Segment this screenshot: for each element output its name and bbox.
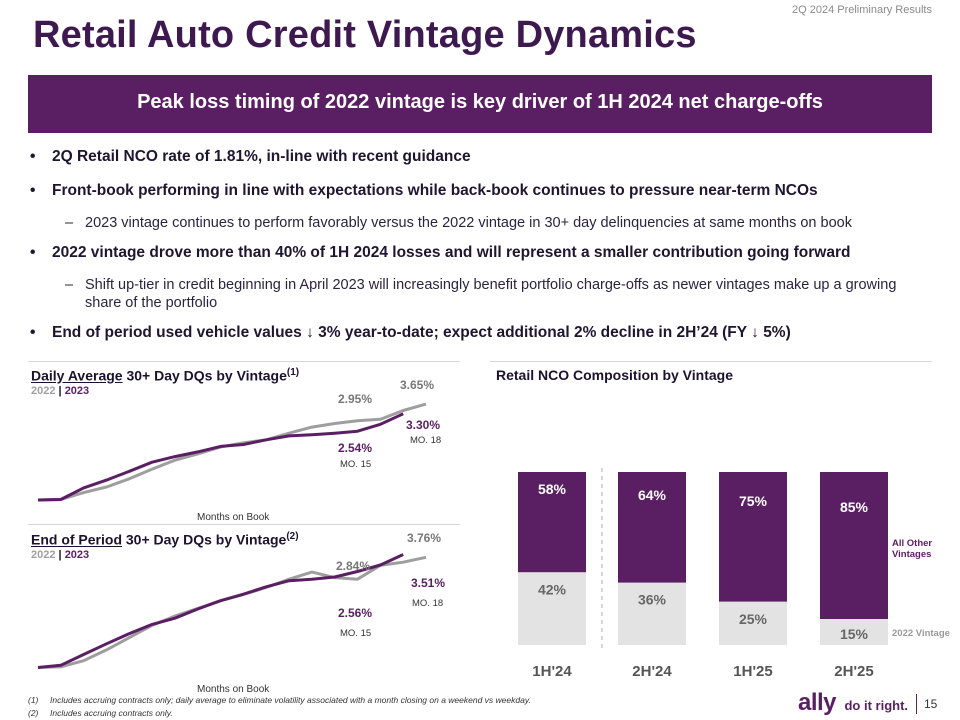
bullet-dot: • [30, 182, 36, 199]
bar-2022-vintage-2H'25 [820, 619, 888, 645]
footnote-2: (2) Includes accruing contracts only. [28, 707, 531, 720]
chart1-title-underlined: Daily Average [31, 367, 123, 384]
legend-2022: 2022 [31, 385, 56, 397]
chart1-label-2023-mo15: 2.54% [338, 441, 373, 455]
bullet-text: Front-book performing in line with expec… [52, 182, 818, 199]
chart2-mo18: MO. 18 [412, 598, 444, 609]
chart1-label-2023-end: 3.30% [406, 418, 441, 432]
mid-panel-divider [28, 524, 460, 525]
series-label-2022: 2022 Vintage [892, 628, 950, 639]
chart1-legend: 2022 | 2023 [31, 385, 89, 397]
legend-2023: 2023 [64, 549, 90, 561]
legend-sep: | [58, 549, 62, 561]
category-label-1H'24: 1H'24 [532, 663, 572, 680]
bar-all-other-1H'24 [518, 472, 586, 573]
bar-label-2022-1H'24: 42% [538, 581, 567, 597]
bullet-dot: • [30, 244, 36, 261]
chart1-mo18: MO. 18 [410, 435, 442, 446]
bar-2022-vintage-1H'24 [518, 572, 586, 645]
category-label-2H'24: 2H'24 [632, 663, 672, 680]
category-label-1H'25: 1H'25 [733, 663, 772, 680]
chart2-legend: 2022 | 2023 [31, 549, 89, 561]
bullet-dot: • [30, 324, 36, 341]
footnote-number: (2) [28, 708, 39, 718]
chart3-plot: 58% 42% 1H'24 64% 36% 2H'24 75% 25% 1H'25 85% 15% 2… [518, 468, 888, 680]
sub-bullet-text: Shift up-tier in credit beginning in Apr… [85, 277, 897, 311]
chart1-label-2022-end: 3.65% [400, 378, 435, 392]
bar-all-other-2H'25 [820, 472, 888, 620]
sub-dash: – [65, 277, 74, 293]
bar-label-2022-2H'24: 36% [638, 592, 667, 608]
logo-tagline: do it right. [844, 698, 909, 713]
category-label-2H'25: 2H'25 [834, 663, 873, 680]
logo-brand: ally [798, 689, 837, 716]
bar-label-all-other-2H'25: 85% [840, 499, 869, 515]
page-title: Retail Auto Credit Vintage Dynamics [33, 14, 697, 56]
ally-logo: ally do it right. [798, 689, 908, 717]
footnote-text: Includes accruing contracts only. [50, 708, 173, 718]
right-panel-divider [490, 361, 932, 362]
chart2-label-2023-end: 3.51% [411, 576, 446, 590]
chart2-title-rest: 30+ Day DQs by Vintage [122, 531, 287, 548]
chart2-label-2023-mo15: 2.56% [338, 606, 373, 620]
series-label-all-other: All Other Vintages [892, 538, 933, 560]
chart1-plot [37, 402, 427, 502]
chart3-title: Retail NCO Composition by Vintage [496, 367, 733, 383]
chart1-series-2023-line [37, 412, 404, 502]
left-panel-divider [28, 361, 460, 362]
bullet-text: 2Q Retail NCO rate of 1.81%, in-line wit… [52, 148, 471, 165]
footnotes: (1) Includes accruing contracts only; dai… [28, 694, 531, 720]
bar-label-2022-2H'25: 15% [840, 626, 869, 642]
chart1-label-2022-mo15: 2.95% [338, 392, 373, 406]
bullet-text: End of period used vehicle values ↓ 3% y… [52, 324, 791, 341]
chart2-mo15: MO. 15 [340, 628, 372, 639]
legend-2023: 2023 [64, 385, 90, 397]
bar-2022-vintage-1H'25 [719, 601, 787, 645]
report-tag: 2Q 2024 Preliminary Results [791, 4, 932, 16]
legend-2022: 2022 [31, 549, 56, 561]
chart2-xlabel: Months on Book [197, 684, 270, 695]
chart1-title-rest: 30+ Day DQs by Vintage [122, 367, 287, 384]
logo-separator [916, 694, 917, 714]
chart2-title: End of Period 30+ Day DQs by Vintage(2) [31, 531, 299, 548]
legend-sep: | [58, 385, 62, 397]
bullet-text: 2022 vintage drove more than 40% of 1H 2… [52, 244, 851, 261]
chart2-title-underlined: End of Period [31, 531, 122, 548]
bar-label-all-other-2H'24: 64% [638, 487, 667, 503]
footnote-number: (1) [28, 695, 39, 705]
headline-banner: Peak loss timing of 2022 vintage is key … [28, 75, 932, 133]
chart1-mo15: MO. 15 [340, 459, 372, 470]
banner-text: Peak loss timing of 2022 vintage is key … [137, 91, 823, 113]
chart2-plot [37, 553, 427, 669]
bar-label-all-other-1H'24: 58% [538, 481, 567, 497]
chart2-label-2022-end: 3.76% [407, 531, 442, 545]
bar-label-all-other-1H'25: 75% [739, 493, 768, 509]
bar-label-2022-1H'25: 25% [739, 611, 768, 627]
chart1-title-sup: (1) [286, 367, 300, 378]
bar-all-other-1H'25 [719, 472, 787, 602]
bar-all-other-2H'24 [618, 472, 686, 583]
sub-bullet-text: 2023 vintage continues to perform favora… [85, 215, 852, 231]
bar-2022-vintage-2H'24 [618, 582, 686, 645]
chart2-series-2023-line [37, 553, 404, 669]
footnote-1: (1) Includes accruing contracts only; dai… [28, 694, 531, 707]
chart1-title: Daily Average 30+ Day DQs by Vintage(1) [31, 367, 299, 384]
sub-dash: – [65, 215, 74, 231]
chart1-xlabel: Months on Book [197, 512, 270, 523]
chart2-label-2022-mo15: 2.84% [336, 559, 371, 573]
page-number: 15 [924, 697, 938, 711]
bullet-dot: • [30, 148, 36, 165]
footnote-text: Includes accruing contracts only; daily … [50, 695, 531, 705]
chart2-title-sup: (2) [286, 531, 299, 542]
